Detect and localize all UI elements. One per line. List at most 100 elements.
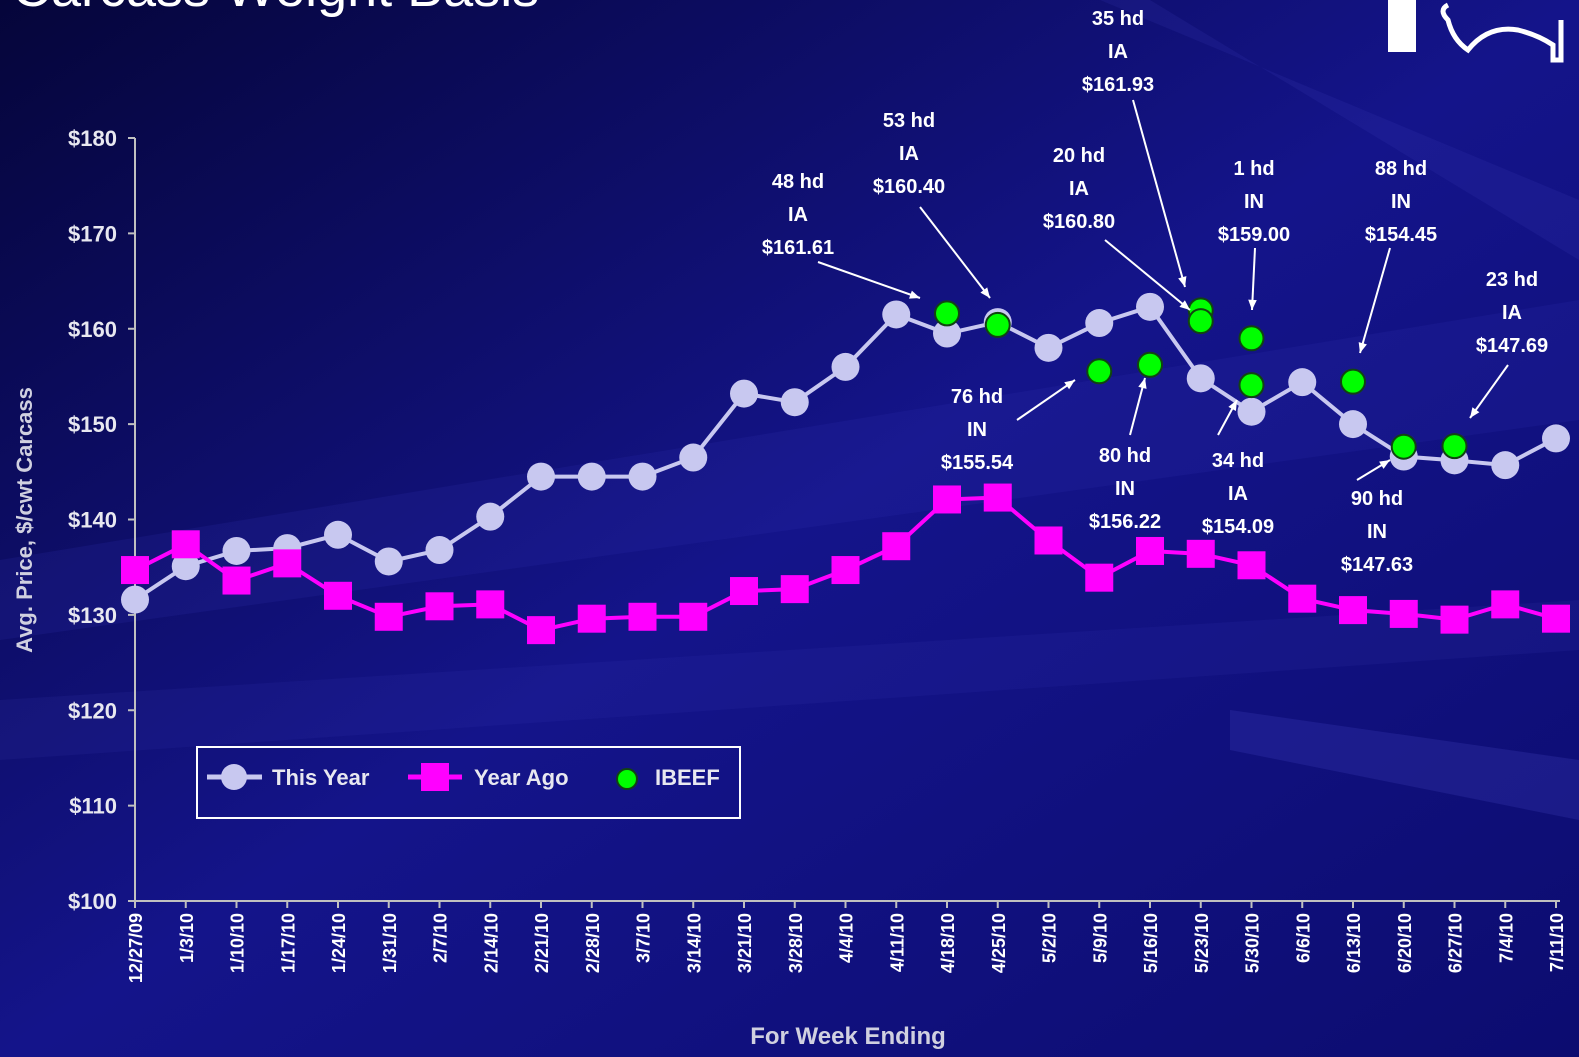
x-tick-label: 3/28/10 xyxy=(786,913,806,973)
data-point xyxy=(171,552,200,581)
annotation-arrow xyxy=(1016,379,1076,421)
annotation-arrow xyxy=(919,206,991,299)
annotation-head: 88 hd xyxy=(1375,158,1427,180)
annotation-arrow xyxy=(817,261,921,299)
annotation-arrow xyxy=(1469,364,1509,419)
annotation-arrow xyxy=(1104,239,1191,311)
y-tick-label: $160 xyxy=(68,317,117,342)
annotation-head: 76 hd xyxy=(951,386,1003,408)
arrow-head xyxy=(980,287,990,298)
chart-title: Carcass Weight Basis xyxy=(12,0,539,18)
data-point xyxy=(1440,605,1469,634)
data-point xyxy=(1237,397,1266,426)
data-point xyxy=(476,590,505,619)
data-point xyxy=(1542,604,1570,633)
legend-swatch xyxy=(616,768,638,790)
data-point xyxy=(425,592,454,621)
y-tick-label: $170 xyxy=(68,221,117,246)
x-tick-label: 6/20/10 xyxy=(1395,913,1415,973)
annotation-head: 34 hd xyxy=(1212,450,1264,472)
arrow-head xyxy=(1179,300,1190,310)
legend-box xyxy=(196,746,741,819)
x-tick-label: 2/21/10 xyxy=(532,913,552,973)
annotation-head: 20 hd xyxy=(1053,145,1105,167)
legend-swatch xyxy=(221,764,247,790)
data-point xyxy=(1339,596,1367,625)
x-tick-label: 5/16/10 xyxy=(1141,913,1161,973)
data-point xyxy=(171,530,200,559)
data-point xyxy=(1389,599,1418,628)
ibeef-point xyxy=(1086,358,1113,385)
y-tick-label: $100 xyxy=(68,889,117,914)
background-ray xyxy=(0,600,1579,760)
x-tick-label: 3/7/10 xyxy=(634,913,654,963)
data-point xyxy=(780,388,809,417)
data-point xyxy=(679,443,708,472)
data-point xyxy=(780,575,809,604)
x-tick-label: 1/3/10 xyxy=(177,913,197,963)
data-point xyxy=(577,462,606,491)
x-tick-label: 2/28/10 xyxy=(583,913,603,973)
data-point xyxy=(1034,333,1063,362)
legend-label: IBEEF xyxy=(655,765,720,790)
annotation-state: IA xyxy=(788,204,808,226)
annotation-state: IA xyxy=(1108,41,1128,63)
annotation-arrow xyxy=(1359,247,1391,354)
data-point xyxy=(1288,368,1317,397)
annotation-head: 80 hd xyxy=(1099,445,1151,467)
annotation-value: $159.00 xyxy=(1218,224,1290,246)
data-point xyxy=(933,319,961,348)
annotation-arrow xyxy=(1132,99,1186,288)
annotation-state: IA xyxy=(1502,302,1522,324)
background-ray xyxy=(1230,710,1579,820)
y-axis-label: Avg. Price, $/cwt Carcass xyxy=(12,387,37,653)
arrow-head xyxy=(1228,400,1237,411)
x-axis-label: For Week Ending xyxy=(750,1023,946,1050)
ibeef-point xyxy=(1441,433,1468,460)
y-tick-label: $140 xyxy=(68,508,117,533)
data-point xyxy=(1491,451,1520,480)
data-point xyxy=(1339,410,1367,439)
data-point xyxy=(628,602,657,631)
data-point xyxy=(1186,364,1215,393)
legend-label: This Year xyxy=(272,765,370,790)
arrow-head xyxy=(1138,378,1147,389)
x-tick-label: 12/27/09 xyxy=(126,913,146,983)
data-point xyxy=(324,581,352,610)
x-tick-label: 2/7/10 xyxy=(431,913,451,963)
y-tick-label: $120 xyxy=(68,698,117,723)
annotation-value: $147.63 xyxy=(1341,554,1413,576)
annotation-value: $154.09 xyxy=(1202,516,1274,538)
x-tick-label: 1/31/10 xyxy=(380,913,400,973)
x-tick-label: 4/4/10 xyxy=(837,913,857,963)
annotation-state: IN xyxy=(1367,521,1387,543)
data-point xyxy=(577,604,606,633)
x-tick-label: 5/9/10 xyxy=(1090,913,1110,963)
data-point xyxy=(121,585,149,614)
data-point xyxy=(882,532,911,561)
annotation-head: 23 hd xyxy=(1486,269,1538,291)
data-point xyxy=(1237,551,1266,580)
x-tick-label: 4/18/10 xyxy=(938,913,958,973)
x-tick-label: 4/11/10 xyxy=(887,913,907,972)
logo xyxy=(1388,0,1564,63)
ibeef-point xyxy=(1340,368,1366,395)
arrow-head xyxy=(1248,299,1257,310)
annotation-value: $155.54 xyxy=(941,452,1014,474)
data-point xyxy=(1034,526,1063,555)
x-tick-label: 5/23/10 xyxy=(1192,913,1212,973)
data-point xyxy=(679,602,708,631)
data-point xyxy=(983,483,1012,512)
data-point xyxy=(374,602,403,631)
x-tick-label: 3/14/10 xyxy=(684,913,704,973)
ibeef-point xyxy=(1238,372,1265,399)
data-point xyxy=(1491,590,1520,619)
data-point xyxy=(882,300,911,329)
annotation-head: 1 hd xyxy=(1233,158,1274,180)
y-tick-label: $180 xyxy=(68,126,117,151)
x-tick-label: 5/30/10 xyxy=(1243,913,1263,973)
annotation-value: $147.69 xyxy=(1476,335,1548,357)
arrow-head xyxy=(1379,460,1390,469)
legend-label: Year Ago xyxy=(474,765,569,790)
ibeef-point xyxy=(1187,308,1214,335)
